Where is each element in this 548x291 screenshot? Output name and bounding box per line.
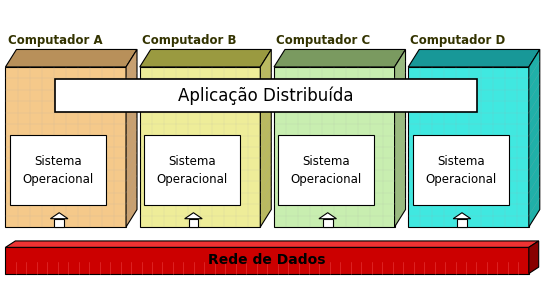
- Text: Sistema
Operacional: Sistema Operacional: [425, 155, 496, 186]
- Bar: [5, 247, 529, 274]
- Polygon shape: [274, 49, 406, 67]
- Bar: [5, 67, 126, 227]
- Bar: [10, 135, 106, 205]
- Text: Computador C: Computador C: [276, 34, 370, 47]
- Bar: [278, 135, 374, 205]
- Polygon shape: [185, 213, 202, 219]
- Polygon shape: [529, 49, 540, 227]
- Bar: [55, 79, 477, 112]
- Polygon shape: [395, 49, 406, 227]
- Polygon shape: [408, 49, 540, 67]
- Bar: [413, 135, 509, 205]
- Text: Sistema
Operacional: Sistema Operacional: [22, 155, 94, 186]
- Text: Computador A: Computador A: [8, 34, 102, 47]
- Polygon shape: [453, 213, 471, 219]
- Text: Aplicação Distribuída: Aplicação Distribuída: [178, 86, 353, 104]
- Text: Sistema
Operacional: Sistema Operacional: [156, 155, 228, 186]
- Polygon shape: [319, 213, 336, 219]
- Bar: [323, 219, 333, 227]
- Polygon shape: [529, 241, 539, 274]
- Text: Rede de Dados: Rede de Dados: [208, 253, 326, 267]
- Bar: [189, 219, 198, 227]
- Polygon shape: [126, 49, 137, 227]
- Bar: [54, 219, 64, 227]
- Text: Computador B: Computador B: [142, 34, 236, 47]
- Polygon shape: [140, 49, 271, 67]
- Polygon shape: [260, 49, 271, 227]
- Text: Sistema
Operacional: Sistema Operacional: [290, 155, 362, 186]
- Bar: [274, 67, 395, 227]
- Polygon shape: [5, 241, 539, 247]
- Polygon shape: [50, 213, 68, 219]
- Bar: [144, 135, 240, 205]
- Polygon shape: [5, 49, 137, 67]
- Bar: [408, 67, 529, 227]
- Bar: [140, 67, 260, 227]
- Bar: [457, 219, 467, 227]
- Text: Computador D: Computador D: [410, 34, 506, 47]
